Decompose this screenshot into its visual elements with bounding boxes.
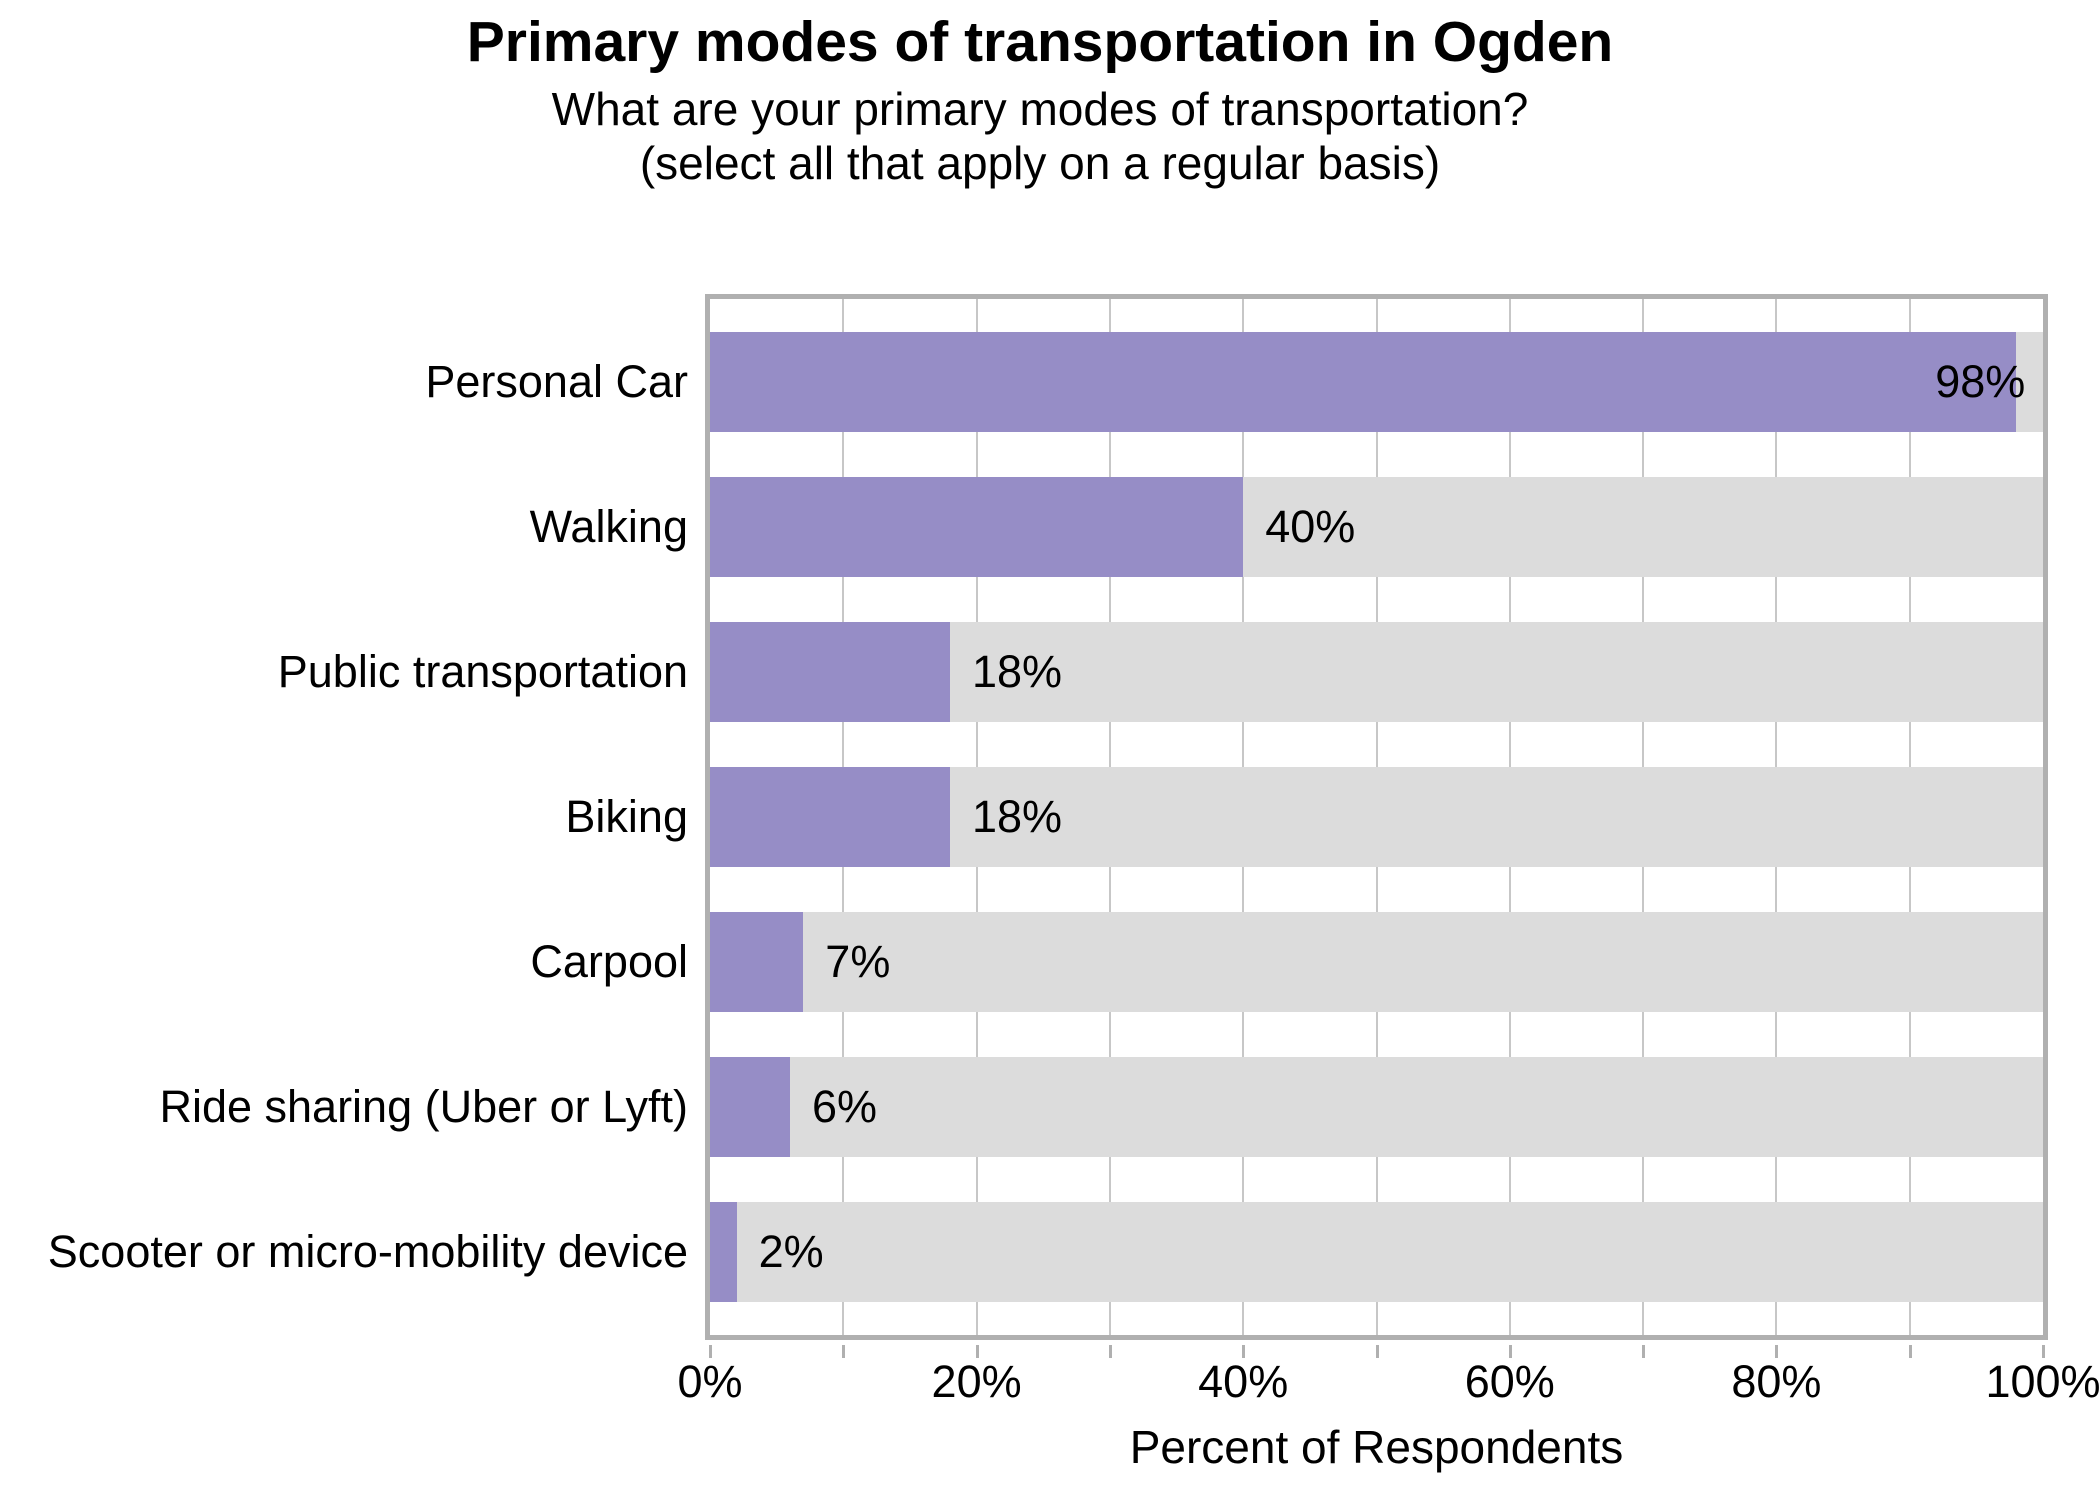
- bar-row: 98%: [710, 332, 2043, 432]
- bar-track: [710, 1202, 2043, 1302]
- value-label: 7%: [825, 936, 891, 987]
- x-tick-label: 80%: [1731, 1356, 1822, 1407]
- bar-row: 6%: [710, 1057, 2043, 1157]
- bar-row: 18%: [710, 767, 2043, 867]
- x-tick: [709, 1345, 712, 1358]
- chart-subtitle-line-2: (select all that apply on a regular basi…: [639, 137, 1441, 189]
- category-label: Scooter or micro-mobility device: [47, 1226, 688, 1277]
- bar-row: 40%: [710, 477, 2043, 577]
- bar: [710, 1202, 737, 1302]
- bar: [710, 767, 950, 867]
- chart-title: Primary modes of transportation in Ogden: [466, 10, 1614, 74]
- x-axis-title: Percent of Respondents: [1129, 1421, 1624, 1473]
- x-tick-label: 60%: [1464, 1356, 1555, 1407]
- x-tick: [975, 1345, 979, 1358]
- category-label: Biking: [565, 791, 688, 842]
- x-axis-tick-labels: 0% 20% 40% 60% 80% 100%: [677, 1356, 2100, 1407]
- x-tick: [1375, 1345, 1379, 1358]
- category-label: Walking: [529, 501, 688, 552]
- value-label: 2%: [758, 1226, 824, 1277]
- category-label: Ride sharing (Uber or Lyft): [159, 1081, 688, 1132]
- bar-track: [710, 1057, 2043, 1157]
- x-tick-label: 0%: [677, 1356, 743, 1407]
- category-label: Public transportation: [277, 646, 688, 697]
- x-tick-label: 100%: [1985, 1356, 2100, 1407]
- bar-row: 18%: [710, 622, 2043, 722]
- x-tick: [1775, 1345, 1779, 1358]
- x-axis-ticks: [709, 1345, 2045, 1358]
- value-label: 40%: [1265, 501, 1356, 552]
- x-tick-label: 20%: [931, 1356, 1022, 1407]
- category-label: Personal Car: [425, 356, 688, 407]
- x-tick: [1108, 1345, 1112, 1358]
- value-label: 6%: [811, 1081, 878, 1132]
- value-label: 18%: [971, 791, 1063, 842]
- bar: [710, 332, 2017, 432]
- x-tick: [1508, 1345, 1512, 1358]
- bar: [710, 622, 950, 722]
- x-tick-label: 40%: [1198, 1356, 1289, 1407]
- bar: [710, 912, 804, 1012]
- bar-track: [710, 912, 2043, 1012]
- bar-row: 2%: [710, 1202, 2043, 1302]
- x-tick: [842, 1345, 846, 1358]
- x-tick: [1642, 1345, 1646, 1358]
- category-label: Carpool: [530, 936, 688, 987]
- x-tick: [1908, 1345, 1912, 1358]
- value-label: 98%: [1935, 356, 2026, 407]
- bar: [710, 477, 1244, 577]
- chart-subtitle: What are your primary modes of transport…: [0, 82, 2080, 190]
- x-tick: [1242, 1345, 1246, 1358]
- bar-row: 7%: [710, 912, 2043, 1012]
- bar: [710, 1057, 790, 1157]
- value-label: 18%: [971, 646, 1063, 697]
- plot-area: 98% 40% 18% 18% 7% 6% 2%: [705, 294, 2048, 1340]
- x-tick: [2042, 1345, 2045, 1358]
- chart-subtitle-line-1: What are your primary modes of transport…: [551, 83, 1529, 135]
